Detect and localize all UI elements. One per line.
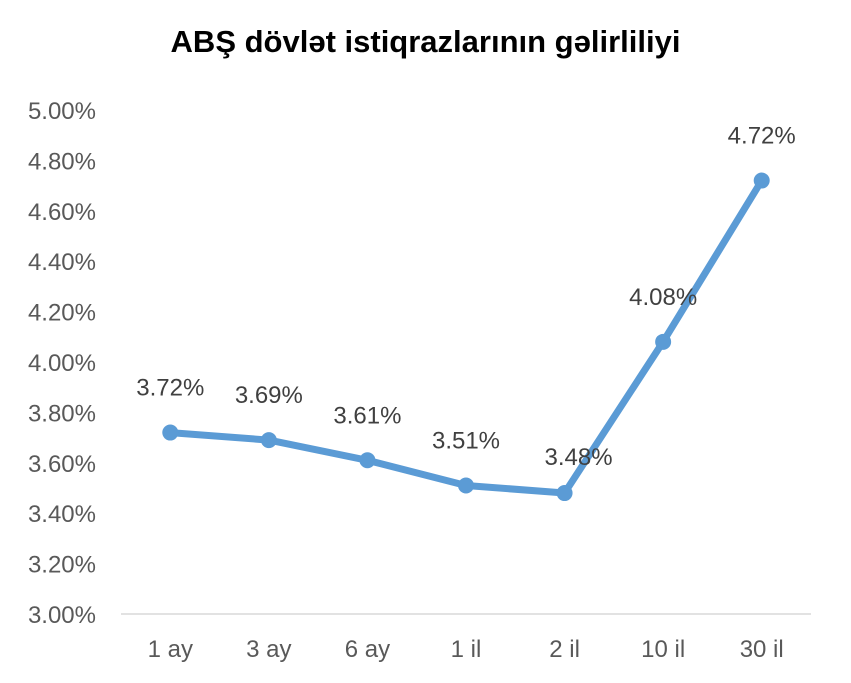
y-axis-ticks: 3.00% 3.20% 3.40% 3.60% 3.80% 4.00% 4.20% 4.40%… — [28, 98, 96, 629]
data-label: 3.72% — [136, 375, 204, 402]
y-tick-label: 3.40% — [28, 501, 96, 528]
data-point — [458, 477, 474, 494]
data-point — [359, 452, 376, 469]
x-axis-ticks: 1 ay 3 ay 6 ay 1 il 2 il 10 il 30 il — [148, 636, 784, 663]
y-tick-label: 3.00% — [28, 602, 96, 629]
x-tick-label: 1 ay — [148, 636, 193, 663]
data-point — [655, 333, 672, 350]
y-tick-label: 4.20% — [28, 300, 96, 327]
x-tick-label: 2 il — [549, 636, 580, 663]
data-label: 4.72% — [728, 123, 796, 150]
series-markers — [162, 172, 770, 502]
y-tick-label: 4.00% — [28, 350, 96, 377]
x-tick-label: 3 ay — [246, 636, 291, 663]
y-tick-label: 5.00% — [28, 98, 96, 125]
data-point — [162, 424, 179, 441]
data-label: 3.51% — [432, 427, 500, 454]
x-tick-label: 30 il — [740, 636, 784, 663]
data-point — [556, 485, 573, 502]
x-tick-label: 6 ay — [345, 636, 390, 663]
y-tick-label: 4.40% — [28, 249, 96, 276]
y-tick-label: 3.60% — [28, 451, 96, 478]
data-label: 3.48% — [545, 444, 613, 471]
chart-title: ABŞ dövlət istiqrazlarının gəlirliliyi — [170, 24, 681, 59]
data-label: 4.08% — [629, 284, 697, 311]
data-label: 3.61% — [333, 402, 401, 429]
y-tick-label: 3.20% — [28, 552, 96, 579]
data-point — [260, 432, 277, 449]
y-tick-label: 4.80% — [28, 148, 96, 175]
x-tick-label: 10 il — [641, 636, 685, 663]
data-point — [753, 172, 770, 189]
y-tick-label: 4.60% — [28, 199, 96, 226]
x-tick-label: 1 il — [451, 636, 482, 663]
data-labels: 3.72% 3.69% 3.61% 3.51% 3.48% 4.08% 4.72% — [136, 123, 795, 471]
data-label: 3.69% — [235, 382, 303, 409]
y-tick-label: 3.80% — [28, 400, 96, 427]
